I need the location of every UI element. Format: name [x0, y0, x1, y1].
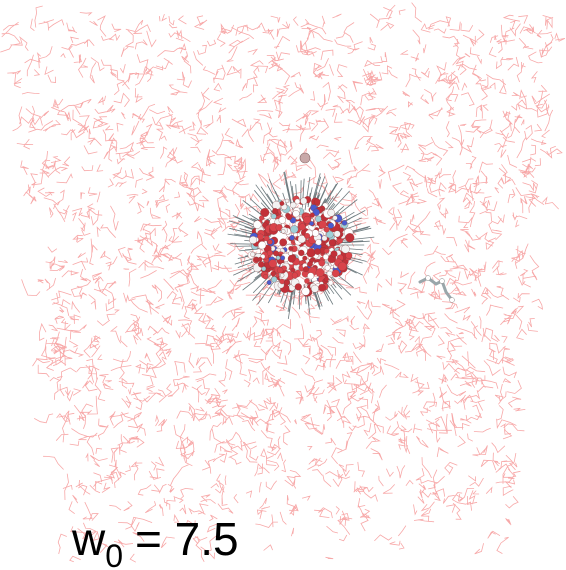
atom: [303, 266, 309, 272]
atom: [345, 233, 354, 242]
atom: [327, 271, 332, 276]
atom: [285, 199, 289, 203]
atom: [258, 241, 266, 249]
ion-sphere: [300, 153, 310, 163]
atom: [258, 261, 264, 267]
atom: [300, 198, 307, 205]
atom: [303, 256, 308, 261]
atom: [280, 256, 285, 261]
atom: [269, 260, 277, 268]
atom: [292, 273, 298, 279]
atom: [286, 214, 292, 220]
atom: [316, 268, 324, 276]
atom: [325, 265, 330, 270]
atom: [263, 274, 268, 279]
atom: [426, 276, 431, 281]
atom: [290, 225, 298, 233]
atom: [259, 216, 264, 221]
symbol: w: [71, 513, 106, 565]
atom: [280, 279, 285, 284]
atom: [312, 230, 319, 237]
atom: [288, 255, 295, 262]
atom: [271, 277, 277, 283]
atom: [339, 228, 344, 233]
atom: [284, 280, 289, 285]
subscript: 0: [105, 538, 123, 570]
atom: [315, 249, 321, 255]
atom: [331, 251, 338, 258]
atom: [324, 227, 329, 232]
atom: [264, 236, 269, 241]
atom: [324, 249, 329, 254]
atom: [307, 261, 312, 266]
atom: [272, 208, 278, 214]
atom: [272, 201, 280, 209]
atom: [276, 256, 280, 260]
atom: [250, 252, 255, 257]
atom: [328, 280, 333, 285]
atom: [315, 216, 321, 222]
atom: [295, 284, 302, 291]
atom: [314, 199, 320, 205]
atom: [341, 245, 349, 253]
atom: [267, 250, 273, 256]
value: = 7.5: [135, 513, 239, 565]
atom: [304, 233, 310, 239]
atom: [258, 257, 262, 261]
atom: [332, 270, 339, 277]
atom: [333, 216, 338, 221]
atom: [304, 279, 309, 284]
atom: [309, 221, 313, 225]
atom: [280, 273, 284, 277]
atom: [271, 214, 276, 219]
atom: [311, 285, 318, 292]
atom: [440, 279, 445, 284]
atom: [293, 210, 300, 217]
atom: [323, 254, 329, 260]
page: w0= 7.5 (() => { const data = JSON.parse…: [0, 0, 566, 570]
simulation-render: w0 = 7.5: [0, 0, 566, 570]
parameter-label: w0 = 7.5: [71, 513, 239, 570]
atom: [307, 273, 314, 280]
atom: [281, 229, 285, 233]
atom: [290, 202, 296, 208]
atom: [324, 277, 329, 282]
atom: [318, 284, 325, 291]
atom: [271, 271, 276, 276]
atom: [450, 298, 455, 303]
atom: [310, 213, 315, 218]
atom: [342, 220, 347, 225]
atom: [249, 236, 257, 244]
atom: [291, 268, 295, 272]
atom: [329, 239, 335, 245]
atom: [302, 287, 310, 295]
atom: [277, 267, 283, 273]
atom: [338, 262, 347, 271]
atom: [328, 223, 334, 229]
atom: [289, 246, 294, 251]
atom: [280, 239, 287, 246]
atom: [328, 209, 335, 216]
atom: [307, 248, 316, 257]
atom: [290, 235, 295, 240]
atom: [279, 217, 286, 224]
atom: [298, 250, 304, 256]
atom: [267, 280, 272, 285]
atom: [316, 239, 322, 245]
atom: [334, 231, 340, 237]
atom: [253, 221, 261, 229]
atom: [319, 260, 325, 266]
atom: [299, 224, 306, 231]
atom: [280, 201, 284, 205]
